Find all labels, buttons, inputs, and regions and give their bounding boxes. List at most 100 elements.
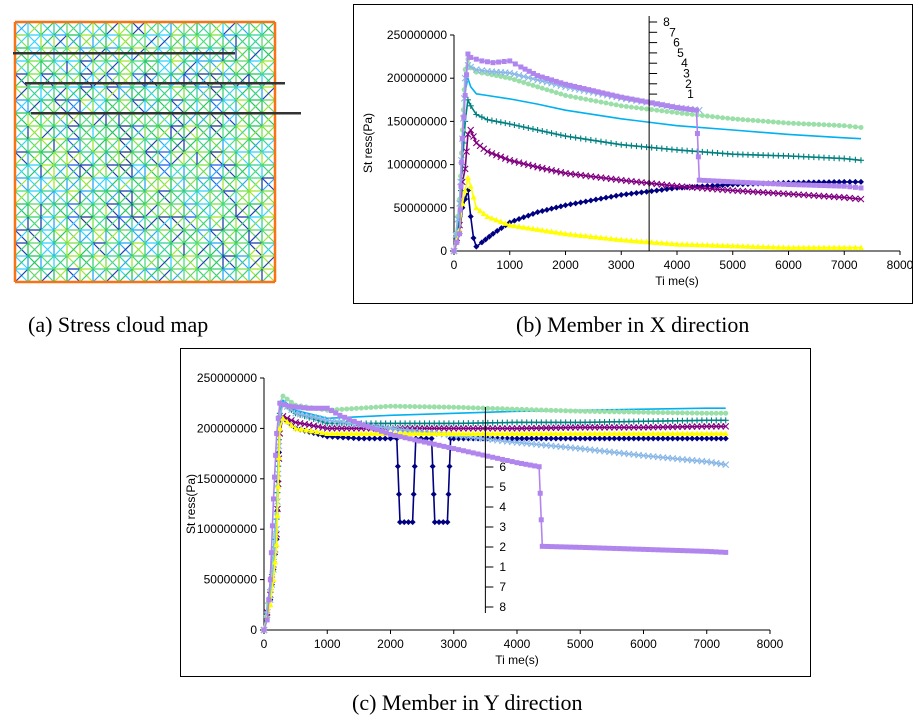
series-7-marker — [276, 454, 283, 460]
series-7-marker — [480, 210, 487, 217]
series-5-marker — [475, 405, 481, 411]
map-member — [14, 151, 29, 166]
series-8-marker — [324, 405, 330, 411]
series-7-marker — [653, 239, 660, 246]
y-tick-label: 250000000 — [197, 371, 257, 385]
map-member — [196, 164, 211, 179]
map-member — [118, 151, 133, 166]
series-5-marker — [618, 103, 624, 109]
series-5-marker — [770, 119, 776, 125]
series-7-marker — [572, 231, 579, 238]
series-8-marker — [518, 460, 524, 466]
map-member — [157, 190, 172, 205]
map-member — [79, 216, 94, 231]
map-member — [248, 21, 263, 36]
series-1-marker — [611, 435, 618, 442]
map-member — [79, 164, 94, 179]
map-member — [144, 242, 159, 257]
series-7-marker — [704, 242, 711, 248]
series-5-marker — [563, 92, 568, 98]
series-8-marker — [269, 523, 275, 529]
series-8-marker — [504, 458, 510, 464]
map-member — [105, 229, 120, 244]
series-5-marker — [558, 91, 564, 97]
series-8-marker — [431, 441, 437, 447]
series-5-marker — [451, 404, 457, 410]
series-8-marker — [563, 81, 568, 87]
series-8-marker — [765, 181, 771, 187]
stress-cloud-map — [5, 12, 305, 312]
series-1-marker — [562, 435, 569, 442]
map-member — [248, 177, 263, 192]
series-3-marker — [597, 138, 604, 145]
map-member — [248, 190, 263, 205]
series-7-marker — [455, 430, 462, 436]
map-member — [14, 203, 29, 218]
series-5-marker — [806, 121, 812, 127]
map-member — [235, 112, 250, 127]
map-annotation-mark — [13, 52, 235, 55]
series-8-marker — [451, 248, 457, 254]
map-member — [235, 203, 250, 218]
map-member — [170, 203, 185, 218]
map-member — [40, 177, 55, 192]
series-7-marker — [538, 430, 545, 436]
map-member — [157, 242, 172, 257]
series-8-marker — [660, 547, 666, 553]
map-member — [92, 229, 107, 244]
series-7-marker — [426, 430, 433, 436]
series-5-marker — [780, 120, 786, 126]
series-5-marker — [368, 404, 374, 410]
series-1-marker — [516, 216, 523, 223]
series-7-marker — [674, 430, 681, 436]
series-7-marker — [669, 430, 676, 436]
map-member — [53, 73, 68, 88]
series-8-marker — [554, 544, 560, 550]
map-member — [53, 34, 68, 49]
series-5-marker — [725, 115, 731, 121]
series-1-marker — [520, 214, 527, 221]
series-1-marker — [361, 435, 368, 442]
series-7-marker — [543, 227, 550, 234]
series-7-marker — [529, 225, 536, 232]
series-3-marker — [709, 149, 716, 156]
series-8-marker — [282, 402, 288, 408]
series-8-marker — [456, 447, 462, 453]
map-member — [209, 138, 224, 153]
series-8-marker — [267, 577, 273, 583]
series-1-marker — [350, 435, 357, 442]
map-member — [105, 255, 120, 270]
series-1-marker — [340, 434, 347, 441]
map-member — [53, 112, 68, 127]
series-5-marker — [847, 123, 853, 129]
map-member — [222, 60, 237, 75]
series-5-marker — [720, 115, 726, 121]
map-member — [222, 99, 237, 114]
map-member — [53, 151, 68, 166]
map-member — [222, 255, 237, 270]
map-member — [183, 177, 198, 192]
map-member — [196, 112, 211, 127]
series-5-marker — [760, 118, 766, 124]
series-5-marker — [689, 410, 695, 416]
series-2-marker — [679, 423, 686, 431]
series-8-marker — [735, 179, 741, 185]
series-8-marker — [512, 61, 518, 67]
series-1-marker — [395, 491, 402, 498]
series-3-marker — [826, 154, 833, 161]
series-7-marker — [488, 215, 495, 221]
series-5-marker — [530, 82, 536, 88]
series-5-marker — [644, 106, 650, 112]
series-5-marker — [650, 409, 656, 415]
series-7-marker — [633, 237, 640, 244]
series-1-marker — [669, 435, 676, 442]
series-5-marker — [641, 409, 646, 415]
map-member — [170, 34, 185, 49]
series-1-marker — [428, 435, 435, 442]
map-member — [222, 112, 237, 127]
map-member — [209, 190, 224, 205]
series-8-marker — [609, 92, 615, 98]
series-7-marker — [272, 558, 279, 565]
series-3-marker — [719, 150, 726, 157]
series-8-marker — [402, 435, 408, 441]
